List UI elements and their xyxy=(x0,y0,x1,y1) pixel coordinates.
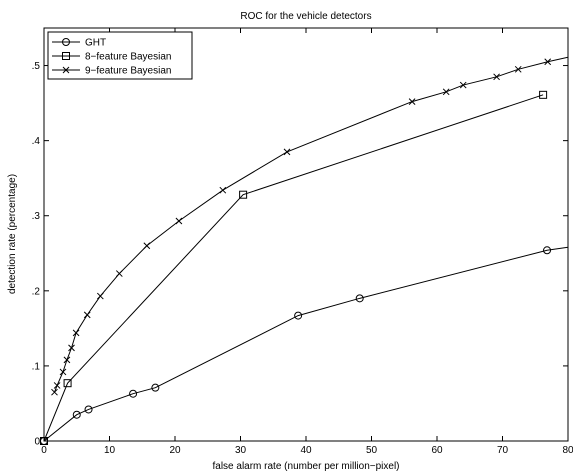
legend-box xyxy=(47,31,193,80)
x-marker-stroke xyxy=(63,356,71,364)
x-marker-stroke xyxy=(143,242,151,250)
x-marker-stroke xyxy=(219,186,227,194)
y-tick-label: .5 xyxy=(32,61,41,72)
data-point xyxy=(68,344,75,352)
x-marker-stroke xyxy=(83,311,91,319)
x-tick-label: 80 xyxy=(562,445,573,456)
x-marker-stroke xyxy=(442,88,450,96)
x-marker-stroke xyxy=(68,344,75,352)
data-point xyxy=(239,190,248,199)
y-tick-label: .1 xyxy=(32,361,41,372)
legend-marker xyxy=(62,52,70,60)
data-point xyxy=(408,98,416,105)
data-point xyxy=(96,292,104,300)
x-tick-label: 0 xyxy=(41,445,47,456)
series-1 xyxy=(40,90,548,445)
data-point xyxy=(53,382,61,389)
x-marker-stroke xyxy=(53,382,61,389)
data-point xyxy=(175,217,183,225)
legend-label: 8−feature Bayesian xyxy=(85,52,171,63)
series-2 xyxy=(51,56,568,396)
x-marker-stroke xyxy=(51,388,58,396)
legend: GHT 8−feature Bayesian 9−feature Bayesian xyxy=(47,31,193,80)
data-point xyxy=(72,329,80,337)
y-axis-title: detection rate (percentage) xyxy=(7,174,18,294)
data-point xyxy=(355,294,364,303)
legend-label: GHT xyxy=(85,38,106,49)
data-point xyxy=(83,311,91,319)
data-point xyxy=(115,270,123,277)
x-marker-stroke xyxy=(175,217,183,225)
plot-area xyxy=(43,27,569,442)
data-point xyxy=(514,65,522,73)
x-tick-label: 30 xyxy=(235,445,247,456)
x-tick-label: 40 xyxy=(300,445,312,456)
x-marker-stroke xyxy=(459,81,467,89)
data-point xyxy=(63,379,72,388)
series-layer xyxy=(40,56,568,445)
series-line xyxy=(54,56,568,393)
x-marker-stroke xyxy=(408,98,416,105)
x-marker-stroke xyxy=(514,65,522,73)
data-point xyxy=(72,410,81,419)
data-point xyxy=(442,88,450,96)
x-tick-label: 60 xyxy=(431,445,443,456)
x-marker-stroke xyxy=(115,270,123,277)
x-tick-label: 10 xyxy=(104,445,116,456)
data-point xyxy=(294,311,303,320)
y-tick-label: 0 xyxy=(34,437,40,448)
x-marker-stroke xyxy=(59,368,67,376)
x-tick-label: 20 xyxy=(169,445,181,456)
data-point xyxy=(59,368,67,376)
x-tick-label: 70 xyxy=(497,445,509,456)
x-marker-stroke xyxy=(283,148,291,156)
data-point xyxy=(219,186,227,194)
y-tick-label: .2 xyxy=(32,286,41,297)
data-point xyxy=(459,81,467,89)
data-point xyxy=(129,389,138,398)
x-marker-stroke xyxy=(544,58,552,66)
y-tick-label: .3 xyxy=(32,211,41,222)
series-0 xyxy=(40,246,568,445)
data-point xyxy=(543,246,552,255)
x-axis: 0 10 20 30 40 50 60 70 80 xyxy=(41,28,573,456)
y-tick-label: .4 xyxy=(32,136,41,147)
y-axis: 0 .1 .2 .3 .4 .5 xyxy=(32,61,568,448)
data-point xyxy=(544,58,552,66)
x-marker-stroke xyxy=(493,73,500,81)
legend-marker xyxy=(62,66,70,74)
chart-title: ROC for the vehicle detectors xyxy=(240,11,371,22)
x-axis-title: false alarm rate (number per million−pix… xyxy=(212,461,399,471)
data-point xyxy=(539,90,548,99)
data-point xyxy=(63,356,71,364)
data-point xyxy=(84,405,93,414)
legend-marker xyxy=(62,38,70,46)
data-point xyxy=(143,242,151,250)
x-marker-stroke xyxy=(96,292,104,300)
data-point xyxy=(283,148,291,156)
x-tick-label: 50 xyxy=(366,445,378,456)
series-line xyxy=(44,246,568,441)
series-line xyxy=(44,94,544,441)
data-point xyxy=(151,383,160,392)
legend-label: 9−feature Bayesian xyxy=(85,66,171,77)
data-point xyxy=(40,437,48,445)
x-marker-stroke xyxy=(62,66,70,74)
x-marker-stroke xyxy=(72,329,80,337)
data-point xyxy=(51,388,58,396)
data-point xyxy=(493,73,500,81)
